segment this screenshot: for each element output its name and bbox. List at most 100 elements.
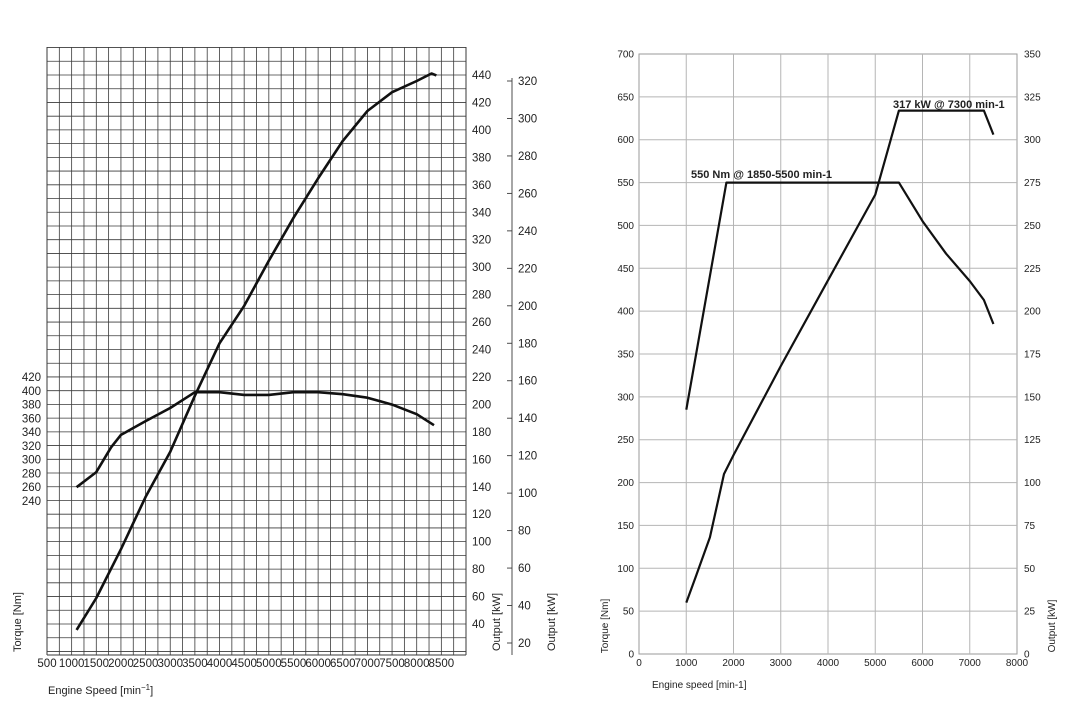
output-1-tick-label: 200	[472, 399, 491, 411]
x-tick-label: 6000	[911, 658, 934, 669]
output-1-tick-label: 400	[472, 125, 491, 137]
output-2-tick-label: 160	[518, 376, 537, 388]
torque-tick-label: 340	[22, 427, 41, 439]
output-2-tick-label: 220	[518, 263, 537, 275]
torque-tick-label: 420	[22, 372, 41, 384]
output-tick-label: 150	[1024, 392, 1041, 403]
output-2-tick-label: 20	[518, 638, 531, 650]
torque-tick-label: 600	[617, 135, 634, 146]
x-tick-label: 3500	[182, 658, 208, 670]
x-tick-label: 1000	[675, 658, 698, 669]
x-tick-label: 7000	[959, 658, 982, 669]
output-1-tick-label: 440	[472, 70, 491, 82]
output-curve	[75, 72, 437, 631]
y-axis-title-output: Output [kW]	[1047, 599, 1058, 652]
output-tick-label: 200	[1024, 307, 1041, 318]
x-axis-title-end: ]	[150, 685, 153, 697]
x-tick-label: 7000	[355, 658, 381, 670]
output-annotation: 317 kW @ 7300 min-1	[893, 99, 1005, 111]
x-tick-label: 1500	[83, 658, 109, 670]
output-tick-label: 100	[1024, 478, 1041, 489]
output-1-tick-label: 320	[472, 235, 491, 247]
x-tick-label: 4000	[817, 658, 840, 669]
torque-tick-label: 400	[22, 386, 41, 398]
x-tick-label: 8000	[404, 658, 430, 670]
output-1-tick-label: 160	[472, 454, 491, 466]
y-axis-title-output-2: Output [kW]	[546, 593, 558, 651]
torque-tick-label: 550	[617, 178, 634, 189]
y-axis-title-output-1: Output [kW]	[491, 593, 503, 651]
output-tick-label: 275	[1024, 178, 1041, 189]
x-tick-label: 8500	[429, 658, 455, 670]
output-2-tick-label: 40	[518, 601, 531, 613]
torque-tick-label: 400	[617, 307, 634, 318]
torque-curve	[685, 181, 995, 410]
x-tick-label: 1000	[59, 658, 85, 670]
output-tick-label: 50	[1024, 564, 1036, 575]
torque-tick-label: 450	[617, 264, 634, 275]
left-chart: 500 1000 1500 2000 2500 3000 3500 4000 4500 5000 5…	[12, 47, 558, 697]
torque-tick-label: 700	[617, 50, 634, 61]
output-1-tick-label: 240	[472, 345, 491, 357]
torque-tick-label: 280	[22, 468, 41, 480]
output-1-tick-label: 120	[472, 509, 491, 521]
x-tick-label: 5500	[281, 658, 307, 670]
x-tick-label: 3000	[157, 658, 183, 670]
torque-tick-label: 320	[22, 441, 41, 453]
output-2-tick-label: 240	[518, 226, 537, 238]
x-tick-label: 2500	[133, 658, 159, 670]
output-1-tick-label: 220	[472, 372, 491, 384]
torque-tick-label: 200	[617, 478, 634, 489]
output-tick-label: 25	[1024, 607, 1036, 618]
output-tick-label: 300	[1024, 135, 1041, 146]
torque-tick-label: 650	[617, 92, 634, 103]
torque-tick-label: 150	[617, 521, 634, 532]
x-tick-label: 7500	[379, 658, 405, 670]
torque-tick-label: 500	[617, 221, 634, 232]
output-tick-label: 325	[1024, 92, 1041, 103]
y-axis-title-torque: Torque [Nm]	[600, 599, 611, 654]
output-tick-label: 225	[1024, 264, 1041, 275]
output-tick-label: 175	[1024, 350, 1041, 361]
output-1-tick-label: 380	[472, 152, 491, 164]
x-tick-label: 6500	[330, 658, 356, 670]
output-tick-label: 350	[1024, 50, 1041, 61]
output-2-tick-label: 200	[518, 301, 537, 313]
output-1-tick-label: 360	[472, 180, 491, 192]
torque-tick-label: 100	[617, 564, 634, 575]
x-tick-label: 500	[37, 658, 56, 670]
x-tick-label: 2000	[108, 658, 134, 670]
torque-tick-label: 0	[628, 650, 634, 661]
output-2-tick-label: 140	[518, 413, 537, 425]
x-axis-title: Engine Speed [min−1]	[48, 683, 153, 698]
output-2-tick-label: 320	[518, 76, 537, 88]
output-2-tick-label: 60	[518, 563, 531, 575]
output-1-tick-label: 340	[472, 207, 491, 219]
x-tick-label: 0	[636, 658, 642, 669]
output-2-tick-label: 180	[518, 338, 537, 350]
torque-annotation: 550 Nm @ 1850-5500 min-1	[691, 169, 832, 181]
torque-curve	[75, 390, 435, 489]
x-tick-label: 5000	[864, 658, 887, 669]
output-2-tick-label: 100	[518, 488, 537, 500]
y-axis-title-torque: Torque [Nm]	[12, 592, 24, 652]
output-1-tick-label: 80	[472, 564, 485, 576]
output-tick-label: 0	[1024, 650, 1030, 661]
x-tick-label: 3000	[770, 658, 793, 669]
torque-tick-label: 300	[617, 392, 634, 403]
x-tick-label: 5000	[256, 658, 282, 670]
x-axis-title-sup: −1	[141, 683, 151, 692]
output-1-tick-label: 100	[472, 537, 491, 549]
x-tick-label: 2000	[722, 658, 745, 669]
output-1-tick-label: 40	[472, 619, 485, 631]
output-2-tick-label: 260	[518, 188, 537, 200]
output-1-tick-label: 140	[472, 482, 491, 494]
output-2-tick-label: 80	[518, 526, 531, 538]
output-1-tick-label: 300	[472, 262, 491, 274]
x-tick-label: 4000	[207, 658, 233, 670]
torque-tick-label: 350	[617, 350, 634, 361]
output-1-tick-label: 60	[472, 592, 485, 604]
right-chart: 0 1000 2000 3000 4000 5000 6000 7000 80000501001…	[600, 50, 1058, 692]
torque-tick-label: 360	[22, 413, 41, 425]
torque-tick-label: 240	[22, 496, 41, 508]
